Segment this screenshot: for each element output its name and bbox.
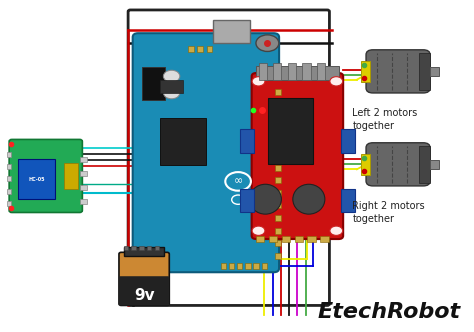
Bar [282, 236, 290, 242]
Bar [240, 189, 254, 212]
Bar [7, 152, 11, 157]
Bar [430, 160, 439, 169]
Bar [275, 253, 281, 259]
Bar [275, 102, 281, 108]
Bar [64, 163, 78, 189]
Bar [341, 129, 355, 153]
Bar [258, 63, 267, 80]
Bar [160, 80, 183, 93]
Bar [275, 89, 281, 95]
Bar [155, 246, 159, 250]
Bar [275, 152, 281, 158]
Bar [430, 67, 439, 76]
Bar [295, 236, 303, 242]
Bar [7, 189, 11, 194]
Bar [188, 46, 194, 52]
Circle shape [164, 87, 180, 99]
Ellipse shape [293, 184, 325, 214]
FancyBboxPatch shape [119, 276, 169, 305]
Circle shape [164, 70, 180, 82]
Bar [207, 46, 212, 52]
Bar [275, 203, 281, 208]
Bar [308, 236, 316, 242]
Bar [254, 263, 259, 269]
Bar [302, 63, 310, 80]
Text: Right 2 motors
together: Right 2 motors together [352, 201, 425, 224]
Text: HC-05: HC-05 [28, 177, 45, 182]
Bar [275, 215, 281, 221]
Bar [275, 114, 281, 120]
Bar [268, 98, 313, 164]
Bar [419, 53, 430, 90]
Bar [269, 236, 277, 242]
Bar [273, 63, 282, 80]
Bar [160, 118, 206, 165]
Bar [256, 66, 338, 80]
Bar [275, 190, 281, 196]
FancyBboxPatch shape [119, 252, 169, 305]
Bar [362, 61, 370, 82]
Bar [275, 139, 281, 145]
Bar [80, 171, 87, 176]
Bar [320, 236, 328, 242]
Bar [7, 176, 11, 181]
Circle shape [330, 226, 343, 235]
Bar [419, 146, 430, 183]
Circle shape [256, 35, 279, 51]
Bar [18, 159, 55, 199]
Circle shape [330, 77, 343, 86]
FancyBboxPatch shape [133, 33, 279, 272]
Bar [139, 246, 144, 250]
Bar [147, 246, 152, 250]
Bar [275, 240, 281, 246]
Text: 9v: 9v [134, 288, 155, 303]
Bar [7, 164, 11, 169]
Bar [240, 129, 254, 153]
FancyBboxPatch shape [366, 50, 430, 93]
Bar [124, 247, 164, 256]
Text: EtechRobot: EtechRobot [318, 302, 460, 322]
Bar [288, 63, 296, 80]
Bar [262, 263, 267, 269]
Bar [7, 201, 11, 206]
Circle shape [252, 77, 265, 86]
Bar [220, 263, 226, 269]
Bar [275, 228, 281, 234]
Bar [317, 63, 325, 80]
Bar [341, 189, 355, 212]
Bar [142, 67, 164, 100]
Bar [275, 127, 281, 133]
Bar [80, 199, 87, 204]
Text: ∞: ∞ [234, 176, 243, 186]
Bar [275, 165, 281, 171]
Ellipse shape [249, 184, 282, 214]
Bar [124, 246, 128, 250]
Bar [237, 263, 243, 269]
Bar [80, 157, 87, 162]
Bar [275, 177, 281, 183]
Bar [362, 153, 370, 175]
Bar [213, 20, 250, 43]
Circle shape [252, 226, 265, 235]
FancyBboxPatch shape [252, 73, 343, 239]
Bar [131, 246, 136, 250]
Bar [245, 263, 251, 269]
FancyBboxPatch shape [366, 143, 430, 186]
Bar [256, 236, 264, 242]
Bar [198, 46, 203, 52]
FancyBboxPatch shape [9, 139, 82, 212]
Text: Left 2 motors
together: Left 2 motors together [352, 108, 418, 131]
Bar [229, 263, 234, 269]
Bar [80, 185, 87, 190]
